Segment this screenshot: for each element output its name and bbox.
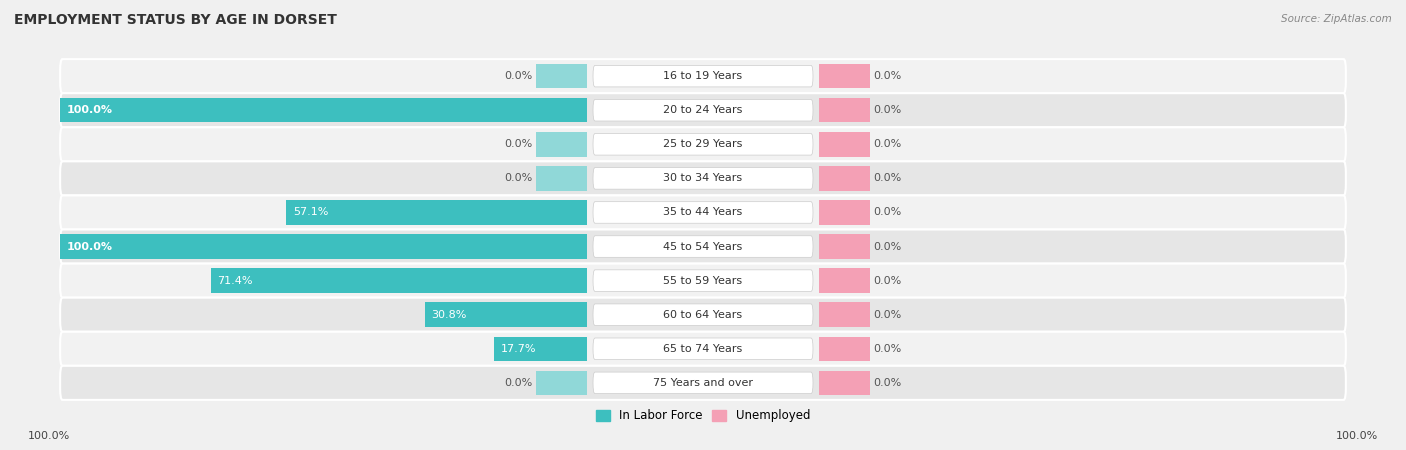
FancyBboxPatch shape (593, 134, 813, 155)
Text: 65 to 74 Years: 65 to 74 Years (664, 344, 742, 354)
Text: 0.0%: 0.0% (505, 173, 533, 184)
FancyBboxPatch shape (593, 202, 813, 223)
Text: 30.8%: 30.8% (432, 310, 467, 320)
FancyBboxPatch shape (60, 59, 1346, 93)
Bar (425, 302, 588, 327)
Bar (818, 302, 870, 327)
Text: 0.0%: 0.0% (873, 173, 901, 184)
Bar (818, 234, 870, 259)
Text: 25 to 29 Years: 25 to 29 Years (664, 140, 742, 149)
Text: 71.4%: 71.4% (218, 275, 253, 286)
Text: 57.1%: 57.1% (292, 207, 328, 217)
Text: 0.0%: 0.0% (873, 344, 901, 354)
Text: 16 to 19 Years: 16 to 19 Years (664, 71, 742, 81)
Text: 0.0%: 0.0% (505, 378, 533, 388)
FancyBboxPatch shape (60, 264, 1346, 297)
Text: 0.0%: 0.0% (873, 105, 901, 115)
Text: 100.0%: 100.0% (66, 105, 112, 115)
FancyBboxPatch shape (60, 332, 1346, 366)
Text: EMPLOYMENT STATUS BY AGE IN DORSET: EMPLOYMENT STATUS BY AGE IN DORSET (14, 14, 337, 27)
Text: 100.0%: 100.0% (28, 431, 70, 441)
Text: 0.0%: 0.0% (873, 310, 901, 320)
FancyBboxPatch shape (593, 372, 813, 394)
Bar (494, 337, 588, 361)
FancyBboxPatch shape (60, 93, 1346, 127)
Legend: In Labor Force, Unemployed: In Labor Force, Unemployed (591, 405, 815, 427)
Bar (818, 64, 870, 88)
Text: 55 to 59 Years: 55 to 59 Years (664, 275, 742, 286)
Bar (60, 234, 588, 259)
FancyBboxPatch shape (60, 195, 1346, 230)
FancyBboxPatch shape (60, 162, 1346, 195)
Text: 75 Years and over: 75 Years and over (652, 378, 754, 388)
Text: 30 to 34 Years: 30 to 34 Years (664, 173, 742, 184)
FancyBboxPatch shape (593, 167, 813, 189)
Bar (60, 98, 588, 122)
Text: 0.0%: 0.0% (873, 378, 901, 388)
FancyBboxPatch shape (593, 338, 813, 360)
Bar (818, 98, 870, 122)
Bar (818, 371, 870, 395)
Text: 0.0%: 0.0% (873, 207, 901, 217)
FancyBboxPatch shape (593, 99, 813, 121)
Text: 0.0%: 0.0% (505, 140, 533, 149)
Bar (536, 132, 588, 157)
Text: Source: ZipAtlas.com: Source: ZipAtlas.com (1281, 14, 1392, 23)
Bar (818, 337, 870, 361)
FancyBboxPatch shape (60, 366, 1346, 400)
FancyBboxPatch shape (60, 230, 1346, 264)
Text: 20 to 24 Years: 20 to 24 Years (664, 105, 742, 115)
Text: 0.0%: 0.0% (873, 71, 901, 81)
FancyBboxPatch shape (60, 127, 1346, 162)
Text: 35 to 44 Years: 35 to 44 Years (664, 207, 742, 217)
Bar (818, 200, 870, 225)
FancyBboxPatch shape (593, 304, 813, 325)
Bar (818, 268, 870, 293)
FancyBboxPatch shape (593, 65, 813, 87)
Text: 0.0%: 0.0% (873, 140, 901, 149)
Bar (536, 371, 588, 395)
Bar (818, 166, 870, 191)
Bar (536, 64, 588, 88)
Text: 0.0%: 0.0% (873, 275, 901, 286)
Text: 60 to 64 Years: 60 to 64 Years (664, 310, 742, 320)
Text: 100.0%: 100.0% (1336, 431, 1378, 441)
Text: 0.0%: 0.0% (873, 242, 901, 252)
Bar (211, 268, 588, 293)
FancyBboxPatch shape (593, 270, 813, 292)
FancyBboxPatch shape (593, 236, 813, 257)
Text: 17.7%: 17.7% (501, 344, 536, 354)
Bar (536, 166, 588, 191)
Text: 100.0%: 100.0% (66, 242, 112, 252)
Bar (287, 200, 588, 225)
Bar (818, 132, 870, 157)
Text: 0.0%: 0.0% (505, 71, 533, 81)
Text: 45 to 54 Years: 45 to 54 Years (664, 242, 742, 252)
FancyBboxPatch shape (60, 297, 1346, 332)
